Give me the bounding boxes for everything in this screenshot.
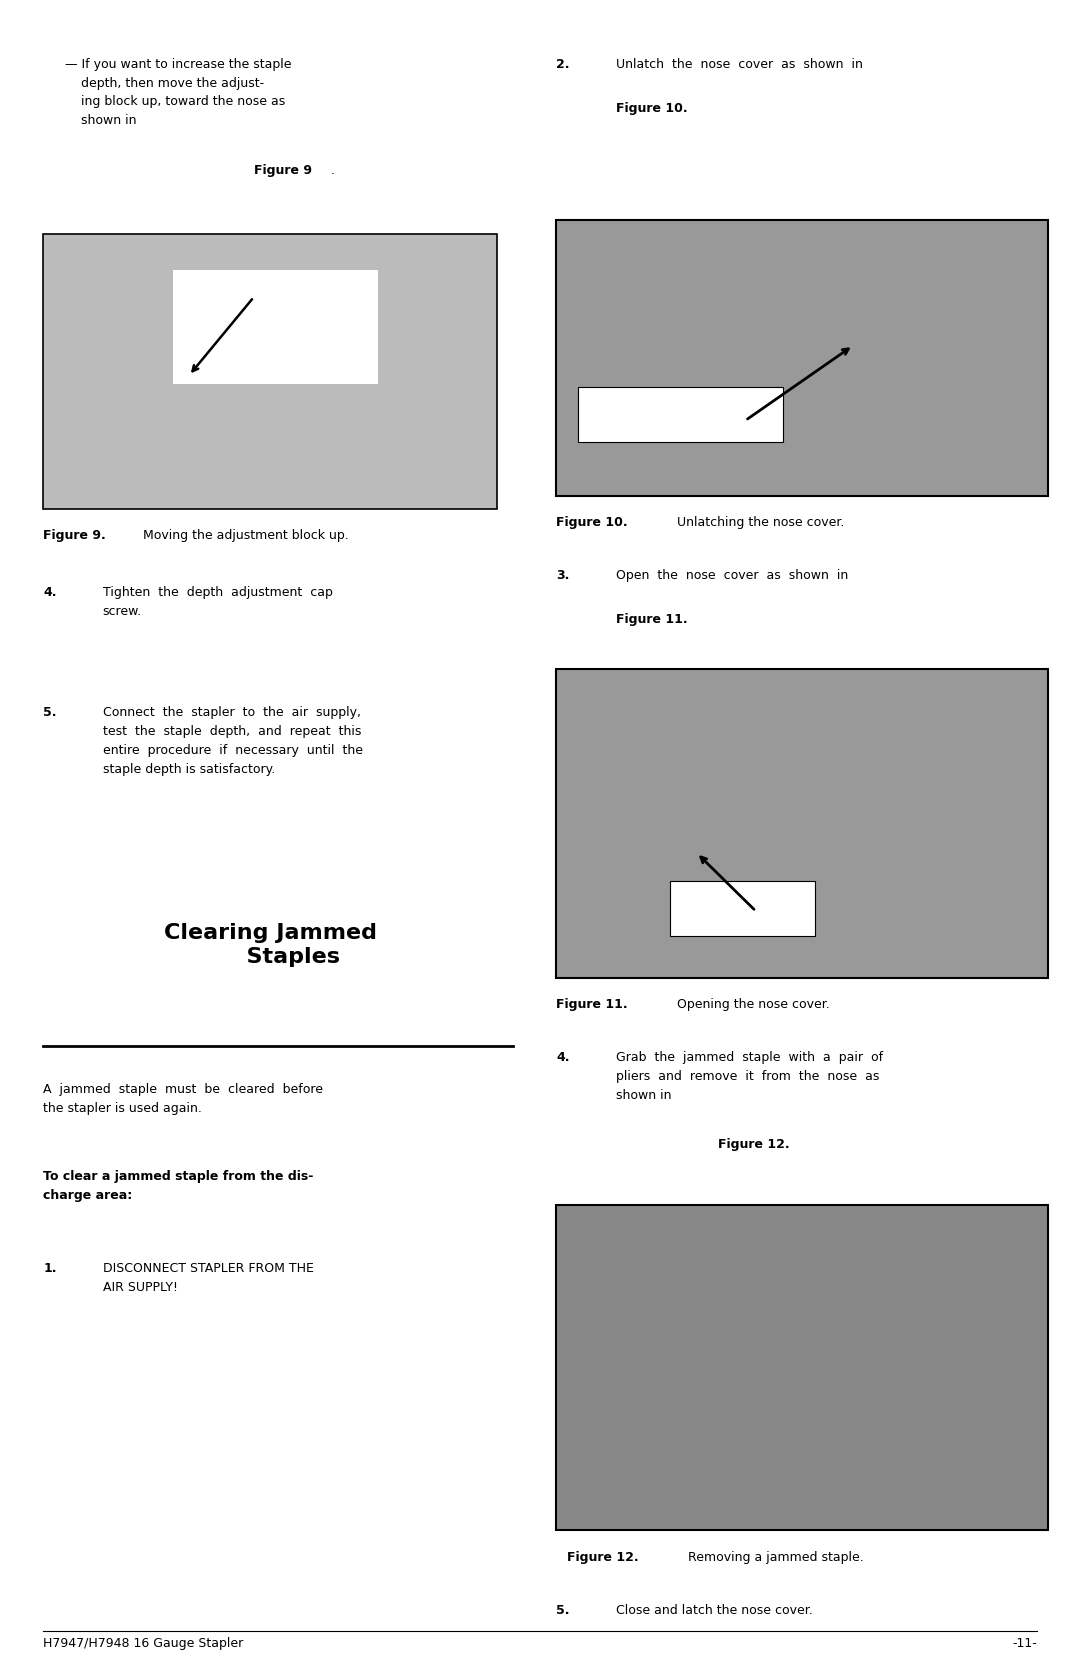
Text: Removing a jammed staple.: Removing a jammed staple. (688, 1551, 864, 1564)
Text: 4.: 4. (43, 586, 57, 599)
Text: Figure 12.: Figure 12. (718, 1138, 789, 1152)
Bar (556, 1205, 1048, 1530)
Bar (173, 270, 378, 384)
Text: 2.: 2. (556, 58, 570, 72)
Text: 3.: 3. (556, 569, 569, 582)
Text: Open  the  nose  cover  as  shown  in: Open the nose cover as shown in (616, 569, 848, 582)
Text: 5.: 5. (43, 706, 57, 719)
Text: 4.: 4. (556, 1051, 570, 1065)
Text: Unlatch  the  nose  cover  as  shown  in: Unlatch the nose cover as shown in (616, 58, 863, 72)
Bar (670, 881, 815, 936)
Text: H7947/H7948 16 Gauge Stapler: H7947/H7948 16 Gauge Stapler (43, 1637, 243, 1651)
Text: Adjusting Block
         Up: Adjusting Block Up (230, 275, 321, 307)
Text: -11-: -11- (1012, 1637, 1037, 1651)
Text: Nose Cover: Nose Cover (678, 888, 746, 901)
Text: Moving the adjustment block up.: Moving the adjustment block up. (143, 529, 349, 542)
Text: 1.: 1. (43, 1262, 57, 1275)
Text: Connect  the  stapler  to  the  air  supply,
test  the  staple  depth,  and  rep: Connect the stapler to the air supply, t… (103, 706, 363, 776)
Bar (578, 387, 783, 442)
Bar (43, 234, 497, 509)
Text: Adjusting Block
         Up: Adjusting Block Up (230, 275, 321, 307)
Text: Figure 9: Figure 9 (254, 164, 312, 177)
Text: Figure 11.: Figure 11. (616, 613, 687, 626)
Text: Figure 11.: Figure 11. (556, 998, 627, 1011)
Text: Opening the nose cover.: Opening the nose cover. (677, 998, 829, 1011)
Text: 5.: 5. (556, 1604, 570, 1617)
Bar (556, 669, 1048, 978)
Text: DISCONNECT STAPLER FROM THE
AIR SUPPLY!: DISCONNECT STAPLER FROM THE AIR SUPPLY! (103, 1262, 313, 1293)
Text: Figure 9.: Figure 9. (43, 529, 106, 542)
Text: Clearing Jammed
      Staples: Clearing Jammed Staples (163, 923, 377, 966)
Text: Figure 10.: Figure 10. (556, 516, 627, 529)
Text: — If you want to increase the staple
    depth, then move the adjust-
    ing bl: — If you want to increase the staple dep… (65, 58, 292, 127)
Text: Grab  the  jammed  staple  with  a  pair  of
pliers  and  remove  it  from  the : Grab the jammed staple with a pair of pl… (616, 1051, 882, 1103)
Text: Nose Cover Latch: Nose Cover Latch (583, 421, 687, 434)
Text: .: . (330, 164, 335, 177)
Text: Nose Cover Latch: Nose Cover Latch (583, 391, 687, 404)
Text: To clear a jammed staple from the dis-
charge area:: To clear a jammed staple from the dis- c… (43, 1170, 313, 1202)
Text: Unlatching the nose cover.: Unlatching the nose cover. (677, 516, 845, 529)
Text: A  jammed  staple  must  be  cleared  before
the stapler is used again.: A jammed staple must be cleared before t… (43, 1083, 323, 1115)
Text: Figure 10.: Figure 10. (616, 102, 687, 115)
Text: Figure 12.: Figure 12. (567, 1551, 638, 1564)
Text: Tighten  the  depth  adjustment  cap
screw.: Tighten the depth adjustment cap screw. (103, 586, 333, 618)
Bar (556, 220, 1048, 496)
Text: Close and latch the nose cover.: Close and latch the nose cover. (616, 1604, 812, 1617)
